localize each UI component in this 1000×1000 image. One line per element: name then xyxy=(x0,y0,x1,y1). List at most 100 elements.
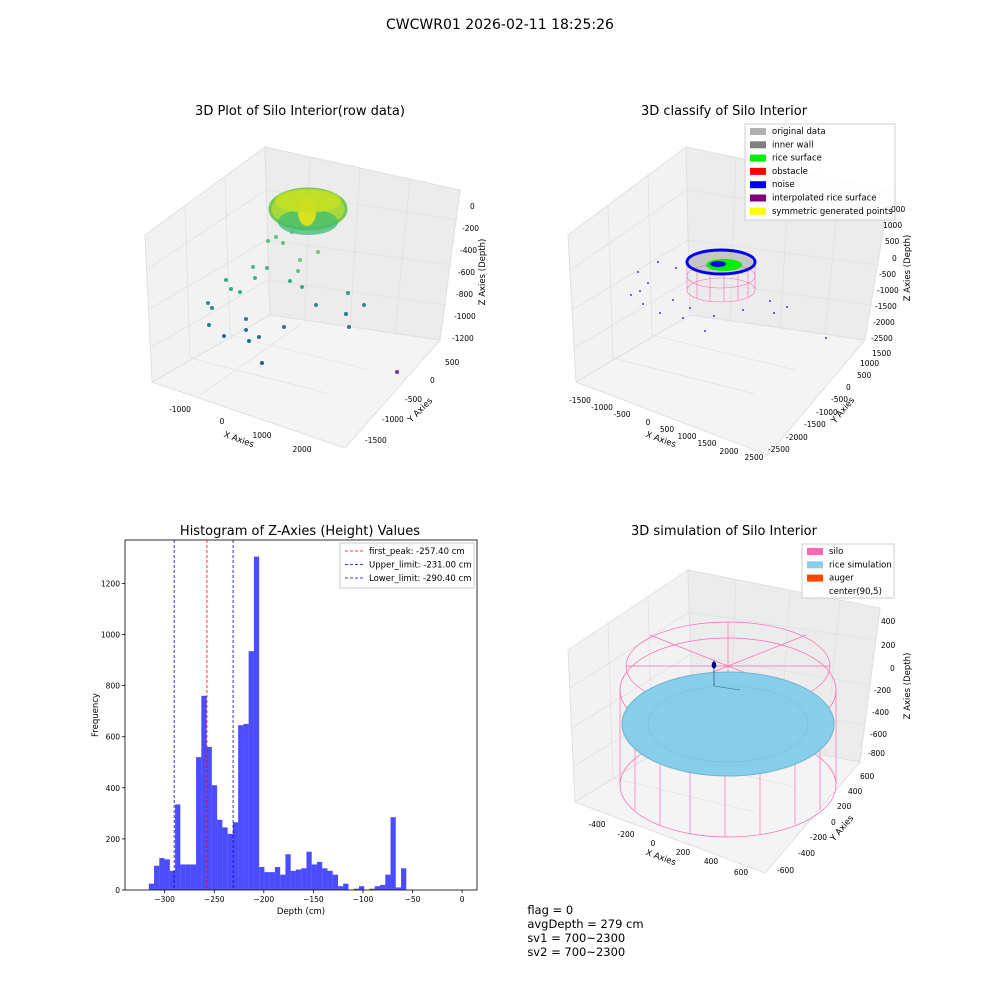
raw-point xyxy=(207,323,211,327)
simulation-ztick-1: 200 xyxy=(881,641,896,650)
raw-xlabel: X Axies xyxy=(222,430,255,450)
raw-xtick-0: -1000 xyxy=(169,405,191,414)
figure-title: CWCWR01 2026-02-11 18:25:26 xyxy=(386,17,614,33)
histogram-bar xyxy=(337,886,344,890)
simulation-ytick-1: -400 xyxy=(798,849,815,858)
classify-noise-point xyxy=(637,271,639,273)
histogram-xtick-label: −50 xyxy=(405,895,421,904)
histogram-bar xyxy=(390,817,396,890)
classify-ytick-0: -2500 xyxy=(768,445,790,454)
histogram-bar xyxy=(301,868,307,890)
classify-xtick-0: -1500 xyxy=(569,396,591,405)
classify-noise-point xyxy=(773,312,775,314)
simulation-ztick-6: -800 xyxy=(868,749,885,758)
classify-zlabel: Z Axies (Depth) xyxy=(903,235,913,302)
classify-plot-title: 3D classify of Silo Interior xyxy=(640,104,808,119)
raw-point xyxy=(347,325,351,329)
histogram-xtick-label: −250 xyxy=(204,895,225,904)
histogram-bar xyxy=(196,757,202,890)
classify-ztick-5: -1500 xyxy=(875,302,897,311)
histogram-bar xyxy=(217,819,223,890)
status-flag: flag = 0 xyxy=(527,903,574,917)
histogram-bar xyxy=(227,833,233,890)
classify-noise-center xyxy=(710,261,726,267)
histogram-bar xyxy=(327,870,333,890)
classify-noise-point xyxy=(713,315,715,317)
simulation-auger-arm xyxy=(713,685,741,691)
raw-ytick-1: -1000 xyxy=(382,415,404,424)
raw-point xyxy=(296,269,300,273)
status-sv1: sv1 = 700~2300 xyxy=(527,931,626,945)
histogram-chart: −300 −250 −200 −150 −100 −50 0 0 200 400 600 800 10… xyxy=(91,539,478,917)
legend-label: original data xyxy=(772,127,826,137)
histogram-bar xyxy=(243,723,249,890)
legend-swatch xyxy=(750,207,766,215)
raw-xtick-2: 1000 xyxy=(252,431,271,440)
classify-ytick-5: 0 xyxy=(846,383,851,392)
status-avg-depth: avgDepth = 279 cm xyxy=(527,917,644,931)
histogram-bar xyxy=(369,888,375,890)
histogram-bar xyxy=(159,858,165,890)
histogram-ylabel: Frequency xyxy=(91,693,101,737)
classify-xtick-7: 2000 xyxy=(719,447,738,456)
simulation-rice-contour xyxy=(647,685,809,763)
legend-swatch xyxy=(807,574,823,582)
simulation-ztick-3: -200 xyxy=(874,686,891,695)
histogram-bar xyxy=(190,864,197,890)
histogram-bar xyxy=(148,883,155,890)
histogram-bar xyxy=(332,874,338,890)
status-line: flag = 0 avgDepth = 279 cm sv1 = 700~230… xyxy=(520,889,658,959)
histogram-ytick-label: 200 xyxy=(106,835,121,844)
histogram-xlabel: Depth (cm) xyxy=(277,907,325,917)
simulation-ztick-0: 400 xyxy=(881,617,896,626)
histogram-legend-label: first_peak: -257.40 cm xyxy=(369,547,465,557)
simulation-xtick-3: 200 xyxy=(676,848,691,857)
legend-label: noise xyxy=(772,180,795,190)
raw-ztick-0: 0 xyxy=(470,202,475,211)
legend-swatch xyxy=(750,167,766,175)
raw-point xyxy=(266,239,270,243)
raw-point xyxy=(282,325,286,329)
classify-ytick-2: -1500 xyxy=(804,420,826,429)
classify-ytick-1: -2000 xyxy=(786,433,808,442)
classify-ztick-7: -2500 xyxy=(871,334,893,343)
raw-point xyxy=(314,303,318,307)
raw-ztick-3: -600 xyxy=(458,268,475,277)
classify-noise-point xyxy=(825,337,827,339)
raw-point xyxy=(274,235,278,239)
simulation-xtick-1: -200 xyxy=(617,830,634,839)
histogram-bar xyxy=(238,725,244,890)
histogram-bar xyxy=(395,887,402,890)
classify-ztick-0: 1000 xyxy=(883,221,902,230)
simulation-plot-title: 3D simulation of Silo Interior xyxy=(631,524,817,539)
histogram-legend-label: Lower_limit: -290.40 cm xyxy=(369,574,471,584)
legend-label: interpolated rice surface xyxy=(772,194,877,204)
raw-ytick-0: -1500 xyxy=(365,436,387,445)
legend-label: obstacle xyxy=(772,167,808,177)
classify-noise-point xyxy=(659,312,661,314)
classify-3d-plot: original data inner wall rice surface obsta… xyxy=(567,123,913,462)
raw-point xyxy=(395,370,399,374)
raw-point xyxy=(210,306,214,310)
simulation-ztick-2: 0 xyxy=(890,664,895,673)
legend-swatch xyxy=(807,548,823,555)
histogram-bar xyxy=(353,888,360,890)
histogram-bar xyxy=(290,870,296,890)
simulation-rice-surface xyxy=(621,671,835,777)
histogram-bar xyxy=(274,867,281,890)
simulation-xtick-0: -400 xyxy=(588,820,605,829)
simulation-center-marker xyxy=(711,661,717,669)
raw-point xyxy=(298,258,302,262)
histogram-bar xyxy=(154,865,160,890)
classify-noise-point xyxy=(704,330,706,332)
histogram-bar xyxy=(280,874,286,890)
histogram-legend-label: Upper_limit: -231.00 cm xyxy=(369,561,472,571)
classify-ytick-8: 1500 xyxy=(872,349,891,358)
simulation-xtick-2: 0 xyxy=(651,839,656,848)
classify-noise-point xyxy=(786,306,788,308)
raw-point xyxy=(238,290,242,294)
histogram-bar xyxy=(285,854,291,890)
raw-point xyxy=(224,278,228,282)
classify-ytick-6: 500 xyxy=(857,371,872,380)
raw-point xyxy=(300,285,304,289)
